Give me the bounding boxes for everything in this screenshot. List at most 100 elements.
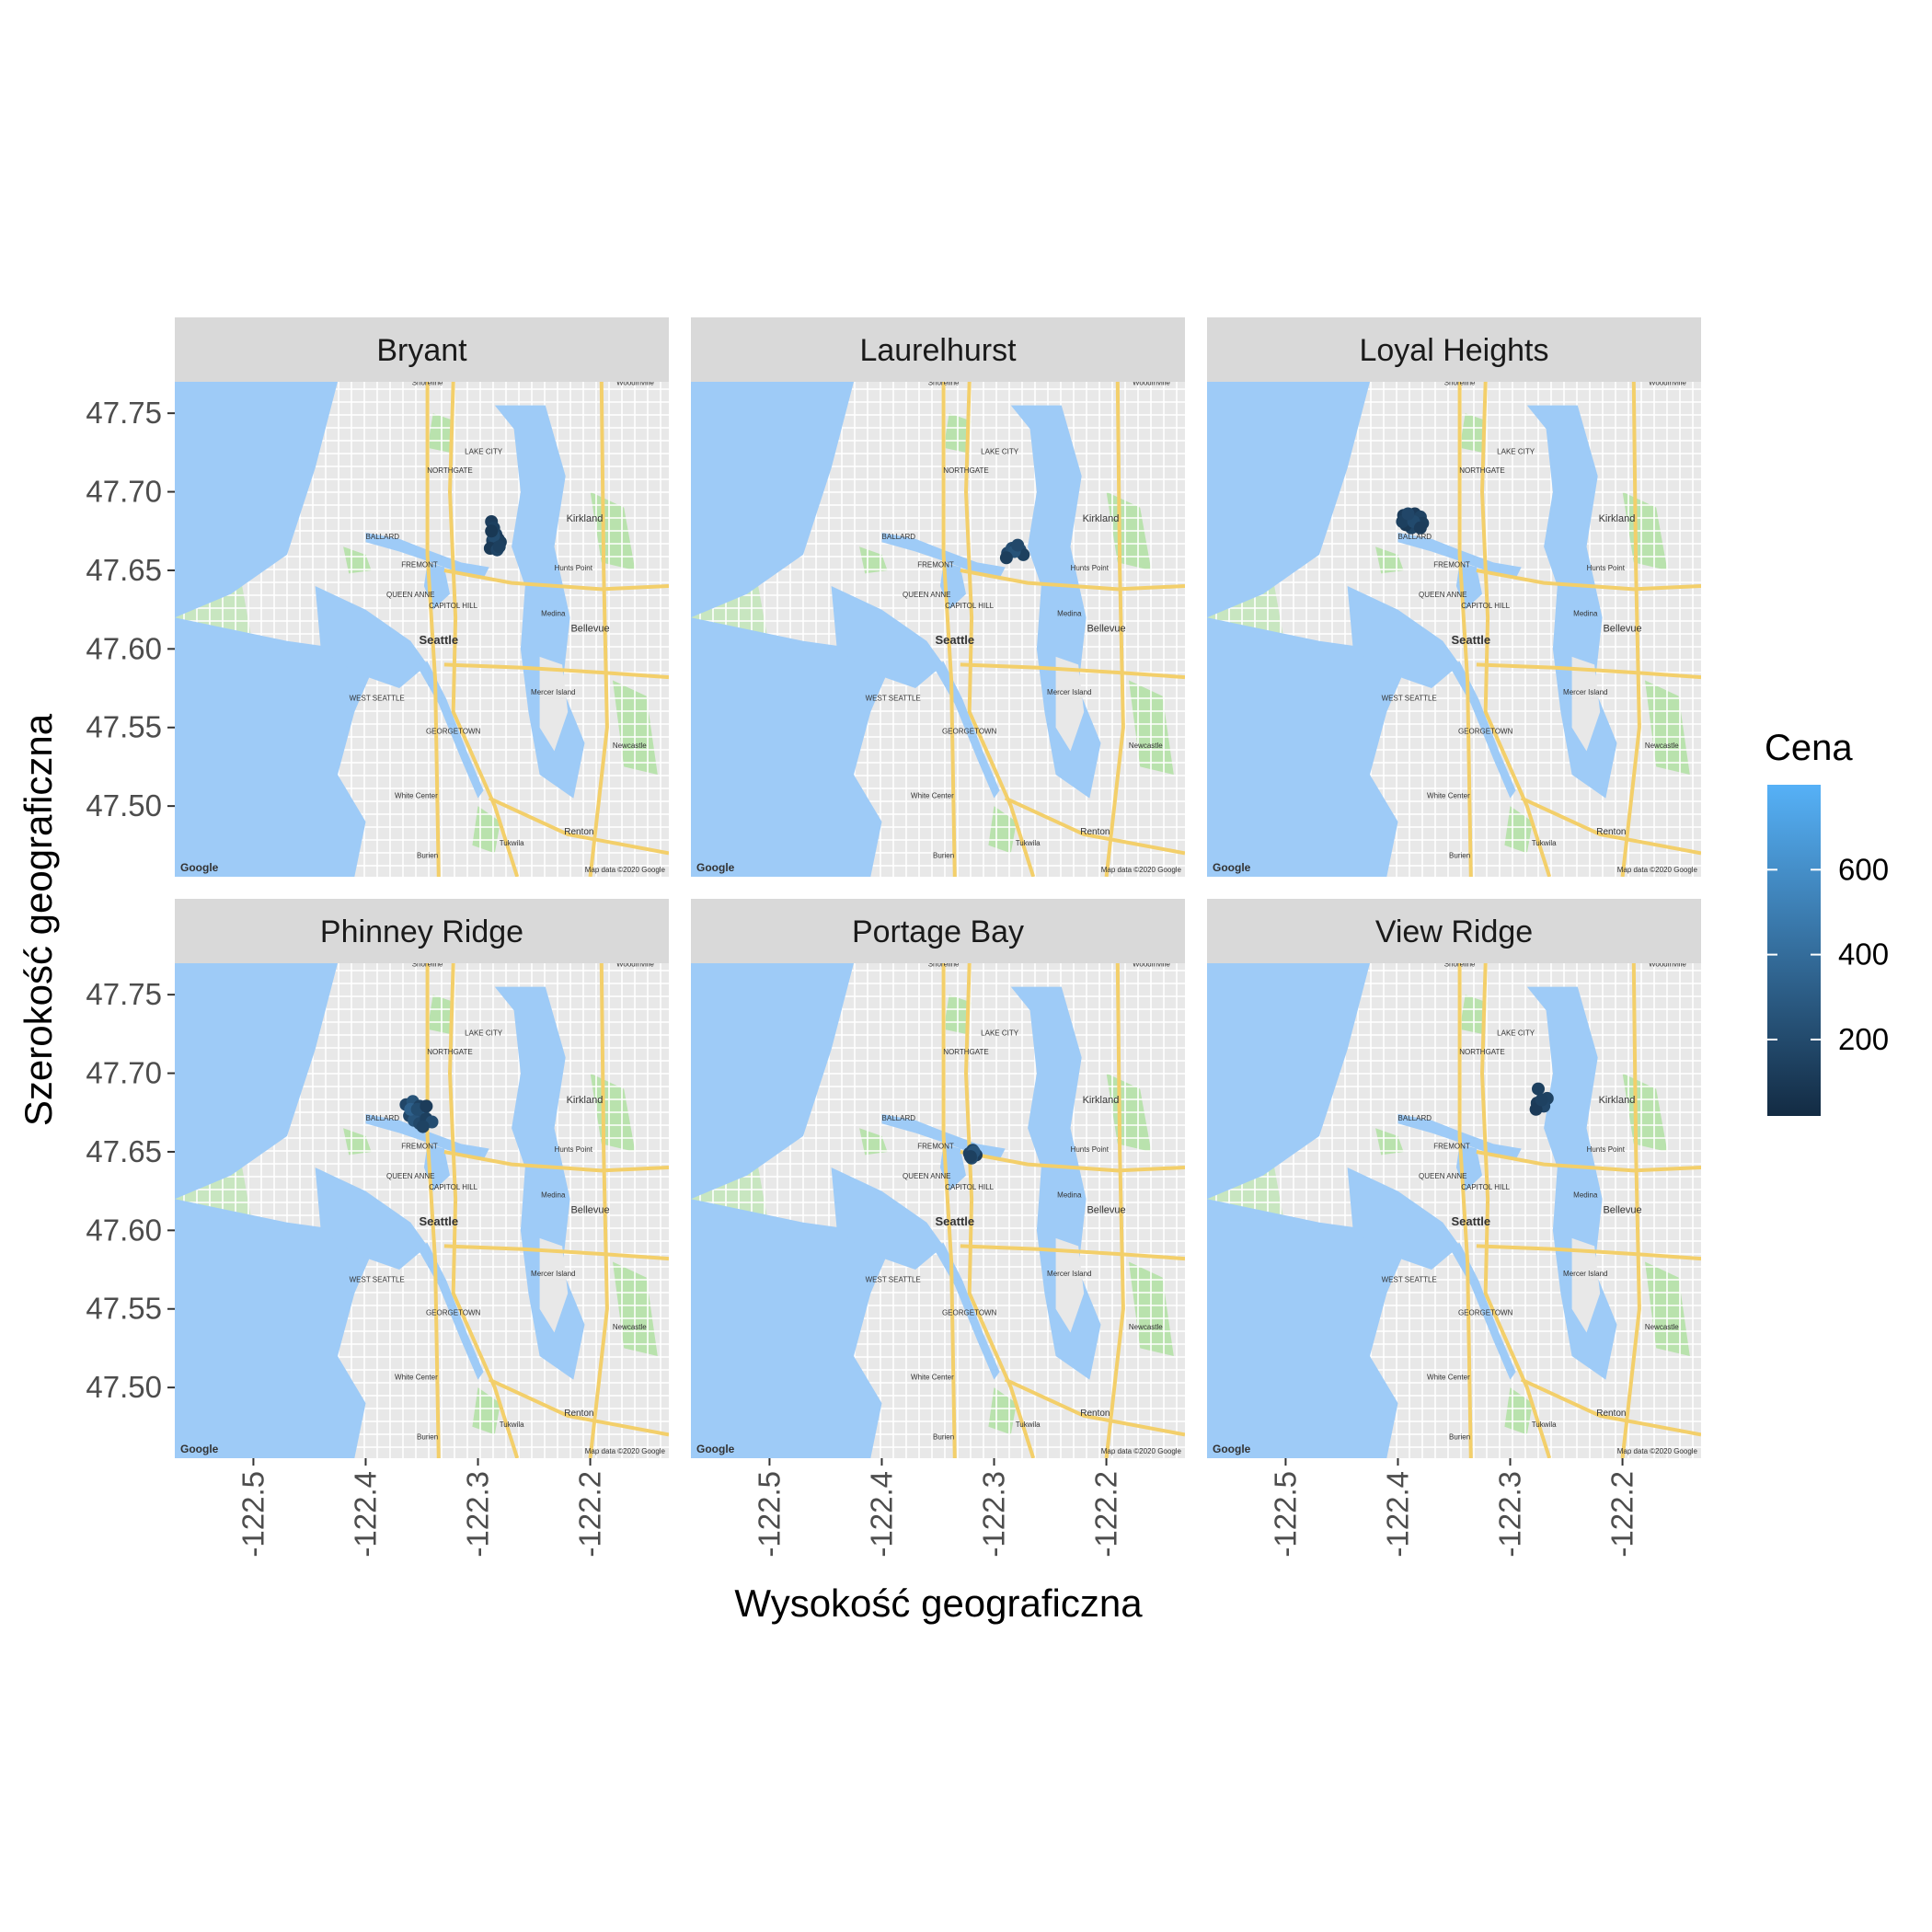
colorbar: [1767, 785, 1821, 1116]
map-place-label: NORTHGATE: [427, 1048, 472, 1056]
map-place-label: FREMONT: [917, 561, 954, 569]
map-place-label: Hunts Point: [555, 564, 593, 572]
map-place-label: WEST SEATTLE: [866, 1276, 921, 1284]
map-place-label: QUEEN ANNE: [1419, 591, 1466, 599]
data-point: [492, 540, 506, 554]
map-place-label: Kirkland: [567, 1095, 604, 1106]
map-place-label: Renton: [1596, 1409, 1626, 1419]
map-attribution: Map data ©2020 Google: [1101, 1447, 1182, 1455]
map-highways: [941, 963, 1185, 1458]
map-water: [315, 586, 428, 688]
map-place-label: Medina: [541, 609, 566, 617]
map-water: [416, 661, 484, 799]
map-place-label: Medina: [1573, 609, 1598, 617]
map-island: [1571, 656, 1601, 752]
map-place-label: Seattle: [935, 633, 974, 647]
map-place-label: Woodinville: [1649, 960, 1686, 968]
map-place-label: Newcastle: [613, 742, 647, 750]
legend-break-label: 200: [1838, 1022, 1889, 1056]
map-water: [175, 963, 338, 1200]
map-place-label: Shoreline: [1444, 960, 1476, 968]
map-place-label: Tukwila: [500, 839, 524, 847]
map-place-label: Mercer Island: [531, 688, 575, 696]
map-place-label: Newcastle: [613, 1323, 647, 1331]
map-place-label: Tukwila: [1532, 839, 1557, 847]
map-water: [175, 382, 338, 618]
map-place-label: WEST SEATTLE: [350, 695, 405, 703]
facet-label: View Ridge: [1375, 914, 1533, 949]
map-place-label: QUEEN ANNE: [903, 1172, 950, 1180]
facet-panel: Portage Bay Seattle Kirkland Bellevue Renton…: [691, 899, 1185, 1458]
map-place-label: Woodinville: [1133, 960, 1170, 968]
x-tick-label: -122.2: [1089, 1471, 1123, 1558]
map-place-label: BALLARD: [882, 533, 916, 541]
map-place-label: Renton: [564, 1409, 593, 1419]
map-place-label: CAPITOL HILL: [1461, 602, 1510, 610]
facet-panel: Loyal Heights Seattle Kirkland Bellevue Rent…: [1207, 317, 1701, 877]
google-logo: Google: [180, 1443, 219, 1455]
map-attribution: Map data ©2020 Google: [1101, 866, 1182, 874]
data-point: [420, 1099, 433, 1113]
map-place-label: Kirkland: [1083, 513, 1120, 524]
map-place-label: QUEEN ANNE: [386, 591, 434, 599]
map-place-label: NORTHGATE: [427, 466, 472, 475]
map-water: [1448, 1243, 1516, 1380]
data-points: [483, 515, 507, 557]
x-tick-label: -122.4: [348, 1471, 382, 1558]
data-point: [1532, 1082, 1545, 1096]
map-place-label: Bellevue: [570, 1205, 609, 1216]
map-place-label: GEORGETOWN: [1458, 728, 1513, 736]
map-place-label: Hunts Point: [555, 1145, 593, 1154]
facet-strip: [691, 899, 1185, 963]
data-point: [1401, 507, 1415, 521]
map-place-label: Renton: [1080, 1409, 1110, 1419]
map-place-label: BALLARD: [366, 533, 400, 541]
map-place-label: QUEEN ANNE: [386, 1172, 434, 1180]
map-place-label: White Center: [1427, 792, 1470, 800]
y-tick-label: 47.70: [86, 475, 162, 509]
map-water: [1207, 382, 1370, 618]
map-place-label: Newcastle: [1129, 742, 1163, 750]
google-logo: Google: [1213, 861, 1251, 874]
map-attribution: Map data ©2020 Google: [1617, 1447, 1698, 1455]
map-place-label: Shoreline: [928, 960, 960, 968]
map-place-label: Shoreline: [928, 378, 960, 386]
google-logo: Google: [1213, 1443, 1251, 1455]
y-tick-label: 47.50: [86, 1370, 162, 1404]
data-points: [399, 1095, 439, 1133]
y-tick-label: 47.60: [86, 631, 162, 665]
map-place-label: GEORGETOWN: [426, 1309, 481, 1317]
map-water: [315, 1167, 428, 1270]
map-place-label: Tukwila: [1016, 1420, 1041, 1429]
map-place-label: Bellevue: [1603, 1205, 1641, 1216]
map-island: [539, 656, 569, 752]
map-place-label: CAPITOL HILL: [429, 602, 477, 610]
map-place-label: FREMONT: [1433, 1143, 1470, 1151]
map-place-label: FREMONT: [1433, 561, 1470, 569]
map-island: [539, 1237, 569, 1333]
x-axes: -122.5 -122.4 -122.3 -122.2 -122.5 -122.4 -122…: [236, 1458, 1639, 1558]
map-place-label: Newcastle: [1129, 1323, 1163, 1331]
map-place-label: Seattle: [419, 1214, 458, 1228]
map-place-label: Seattle: [935, 1214, 974, 1228]
map-place-label: Hunts Point: [1587, 564, 1626, 572]
map-place-label: Mercer Island: [1047, 688, 1091, 696]
map-place-label: White Center: [395, 1374, 438, 1382]
map-water: [691, 963, 854, 1200]
map-place-label: FREMONT: [917, 1143, 954, 1151]
map-water: [932, 1243, 1000, 1380]
map-tile: Seattle Kirkland Bellevue Renton BALLARD FREM…: [175, 960, 669, 1458]
x-tick-label: -122.4: [864, 1471, 898, 1558]
map-highways: [941, 382, 1185, 877]
map-place-label: LAKE CITY: [465, 1029, 503, 1038]
legend-title: Cena: [1765, 728, 1853, 768]
map-place-label: BALLARD: [1398, 1114, 1432, 1122]
map-water: [1207, 617, 1404, 877]
y-tick-label: 47.65: [86, 553, 162, 587]
map-highways: [1457, 963, 1701, 1458]
y-tick-label: 47.75: [86, 977, 162, 1011]
map-place-label: Shoreline: [412, 960, 443, 968]
map-place-label: White Center: [911, 792, 954, 800]
map-attribution: Map data ©2020 Google: [1617, 866, 1698, 874]
